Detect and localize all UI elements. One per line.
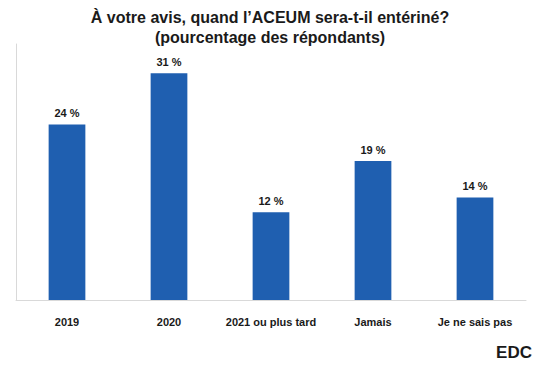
svg-text:12 %: 12 % (258, 195, 283, 207)
svg-text:24 %: 24 % (54, 107, 79, 119)
svg-text:2021 ou plus tard: 2021 ou plus tard (226, 316, 316, 328)
svg-text:(pourcentage des répondants): (pourcentage des répondants) (155, 29, 385, 46)
svg-text:Je ne sais pas: Je ne sais pas (438, 316, 513, 328)
svg-text:19 %: 19 % (360, 144, 385, 156)
svg-text:EDC: EDC (496, 343, 532, 362)
svg-text:2020: 2020 (157, 316, 181, 328)
svg-text:Jamais: Jamais (354, 316, 391, 328)
svg-text:14 %: 14 % (462, 180, 487, 192)
svg-text:À votre avis, quand l’ACEUM se: À votre avis, quand l’ACEUM sera-t-il en… (91, 8, 449, 26)
svg-text:31 %: 31 % (156, 56, 181, 68)
svg-text:2019: 2019 (55, 316, 79, 328)
